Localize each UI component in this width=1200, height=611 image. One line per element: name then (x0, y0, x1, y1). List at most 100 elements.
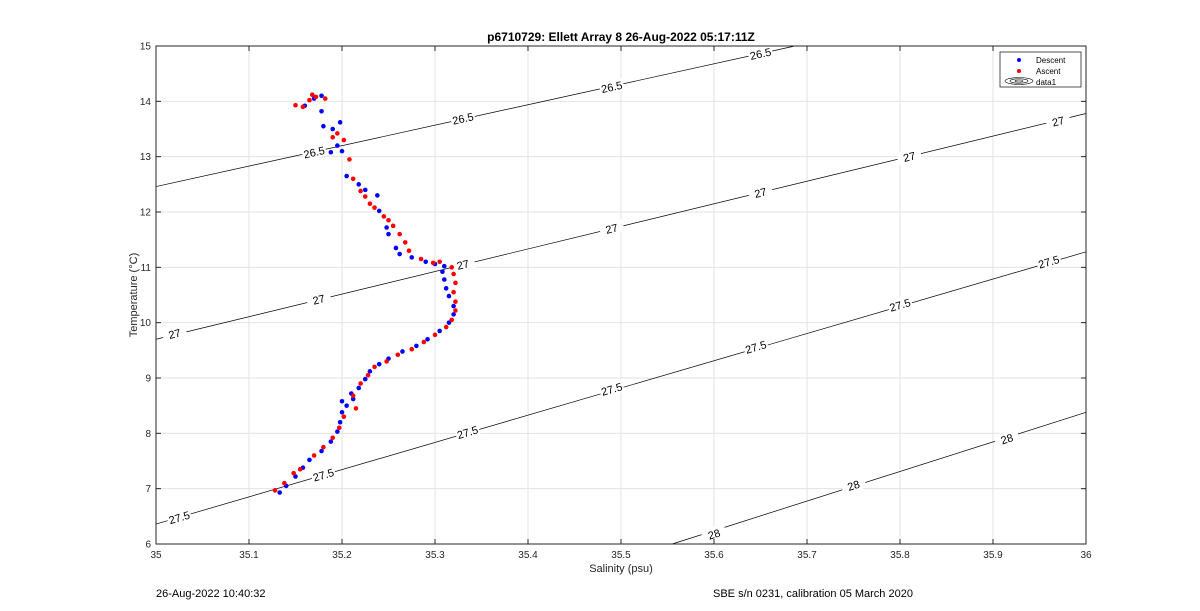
x-tick-label: 35.6 (704, 550, 724, 561)
descent-point (446, 293, 452, 299)
contour-label-bg (449, 254, 476, 274)
ascent-point (350, 393, 356, 399)
ascent-point (311, 453, 317, 458)
ascent-point (384, 359, 389, 364)
x-tick-label: 35.9 (983, 550, 1003, 561)
legend-descent-label: Descent (1036, 56, 1066, 65)
descent-point (344, 403, 349, 408)
y-tick-label: 13 (140, 152, 152, 163)
contour-label-bg (895, 147, 923, 166)
descent-point (319, 108, 324, 114)
descent-point (451, 303, 456, 309)
ascent-point (282, 480, 287, 486)
contour-label-bg (1044, 111, 1072, 130)
contour-label-bg (886, 294, 914, 315)
ascent-point (358, 381, 363, 386)
density-contours: 26.5 26.5 26.5 26.5 27 27 27 27 27 27 27 27.5 27.5 27… (155, 44, 1087, 545)
ascent-point (453, 308, 458, 313)
ascent-point (350, 176, 356, 182)
contour-label: 27.5 (600, 381, 624, 399)
ascent-point (381, 214, 387, 219)
ascent-point (347, 157, 352, 162)
chart-title: p6710729: Ellett Array 8 26-Aug-2022 05:… (487, 30, 755, 44)
contour-label-bg (305, 289, 332, 309)
contour-label-bg (598, 378, 625, 399)
descent-point (337, 419, 343, 425)
descent-point (376, 208, 382, 214)
y-tick-label: 6 (145, 540, 151, 551)
ascent-point (330, 435, 336, 441)
contour-line (155, 45, 795, 187)
descent-point (356, 182, 362, 187)
descent-point (339, 398, 345, 404)
footer-calibration: SBE s/n 0231, calibration 05 March 2020 (713, 588, 913, 600)
descent-point (356, 385, 362, 391)
descent-point (409, 255, 415, 260)
ascent-point (365, 372, 371, 378)
ascent-point (297, 467, 303, 472)
ascent-point (330, 135, 336, 140)
contour-label: 27 (902, 150, 917, 165)
x-tick-label: 35 (150, 550, 162, 561)
ascent-point (313, 94, 319, 100)
descent-point (446, 320, 452, 325)
y-tick-label: 10 (140, 318, 152, 329)
descent-point (423, 259, 429, 265)
ascent-point (449, 317, 455, 323)
ascent-point (409, 346, 415, 352)
x-tick-label: 35.7 (797, 550, 817, 561)
ascent-point (362, 194, 368, 199)
legend-ascent-label: Ascent (1036, 67, 1061, 76)
descent-point (393, 245, 399, 251)
contour-label-bg (747, 44, 774, 63)
y-tick-label: 12 (140, 208, 152, 219)
data-points (272, 92, 458, 495)
ascent-point (421, 339, 427, 345)
ascent-point (372, 364, 377, 370)
contour-label: 27.5 (312, 467, 336, 485)
y-tick-label: 7 (145, 484, 151, 495)
descent-point (328, 439, 334, 444)
y-axis-label: Temperature (°C) (128, 253, 140, 337)
contour-label: 26.5 (749, 47, 772, 63)
contour-label: 26.5 (600, 80, 623, 96)
ascent-point (451, 289, 456, 295)
ascent-point (397, 231, 402, 237)
legend-ascent-marker (1017, 69, 1021, 73)
descent-point (339, 410, 345, 415)
legend-contour-icon (1004, 77, 1034, 85)
descent-point (397, 251, 402, 257)
descent-point (384, 225, 389, 230)
x-tick-label: 35.5 (611, 550, 631, 561)
descent-point (400, 349, 405, 354)
descent-point (319, 93, 324, 99)
descent-point (442, 277, 447, 282)
contour-label-bg (742, 336, 770, 357)
contour-label: 27 (456, 258, 471, 273)
x-tick-label: 35.2 (332, 550, 352, 561)
contour-label-bg (165, 507, 193, 527)
descent-point (451, 312, 456, 317)
descent-point (335, 143, 340, 148)
ascent-point (406, 248, 412, 254)
ascent-point (449, 265, 455, 270)
descent-point (425, 336, 430, 342)
ascent-point (341, 414, 347, 420)
descent-point (386, 231, 391, 237)
contour-label-bg (700, 523, 728, 544)
descent-point (335, 429, 340, 434)
descent-point (443, 286, 449, 291)
descent-point (307, 457, 312, 463)
legend: Descent Ascent data1 (999, 51, 1082, 88)
contour-label: 27 (167, 327, 182, 342)
contour-label-bg (454, 422, 481, 442)
ascent-point (432, 332, 438, 338)
y-tick-label: 8 (145, 429, 151, 440)
contour-label: 27.5 (744, 339, 768, 357)
ascent-point (402, 240, 408, 245)
contour-label-bg (300, 142, 328, 161)
legend-data1-label: data1 (1036, 78, 1057, 87)
ascent-point (390, 223, 396, 229)
contour-label-bg (839, 475, 867, 495)
